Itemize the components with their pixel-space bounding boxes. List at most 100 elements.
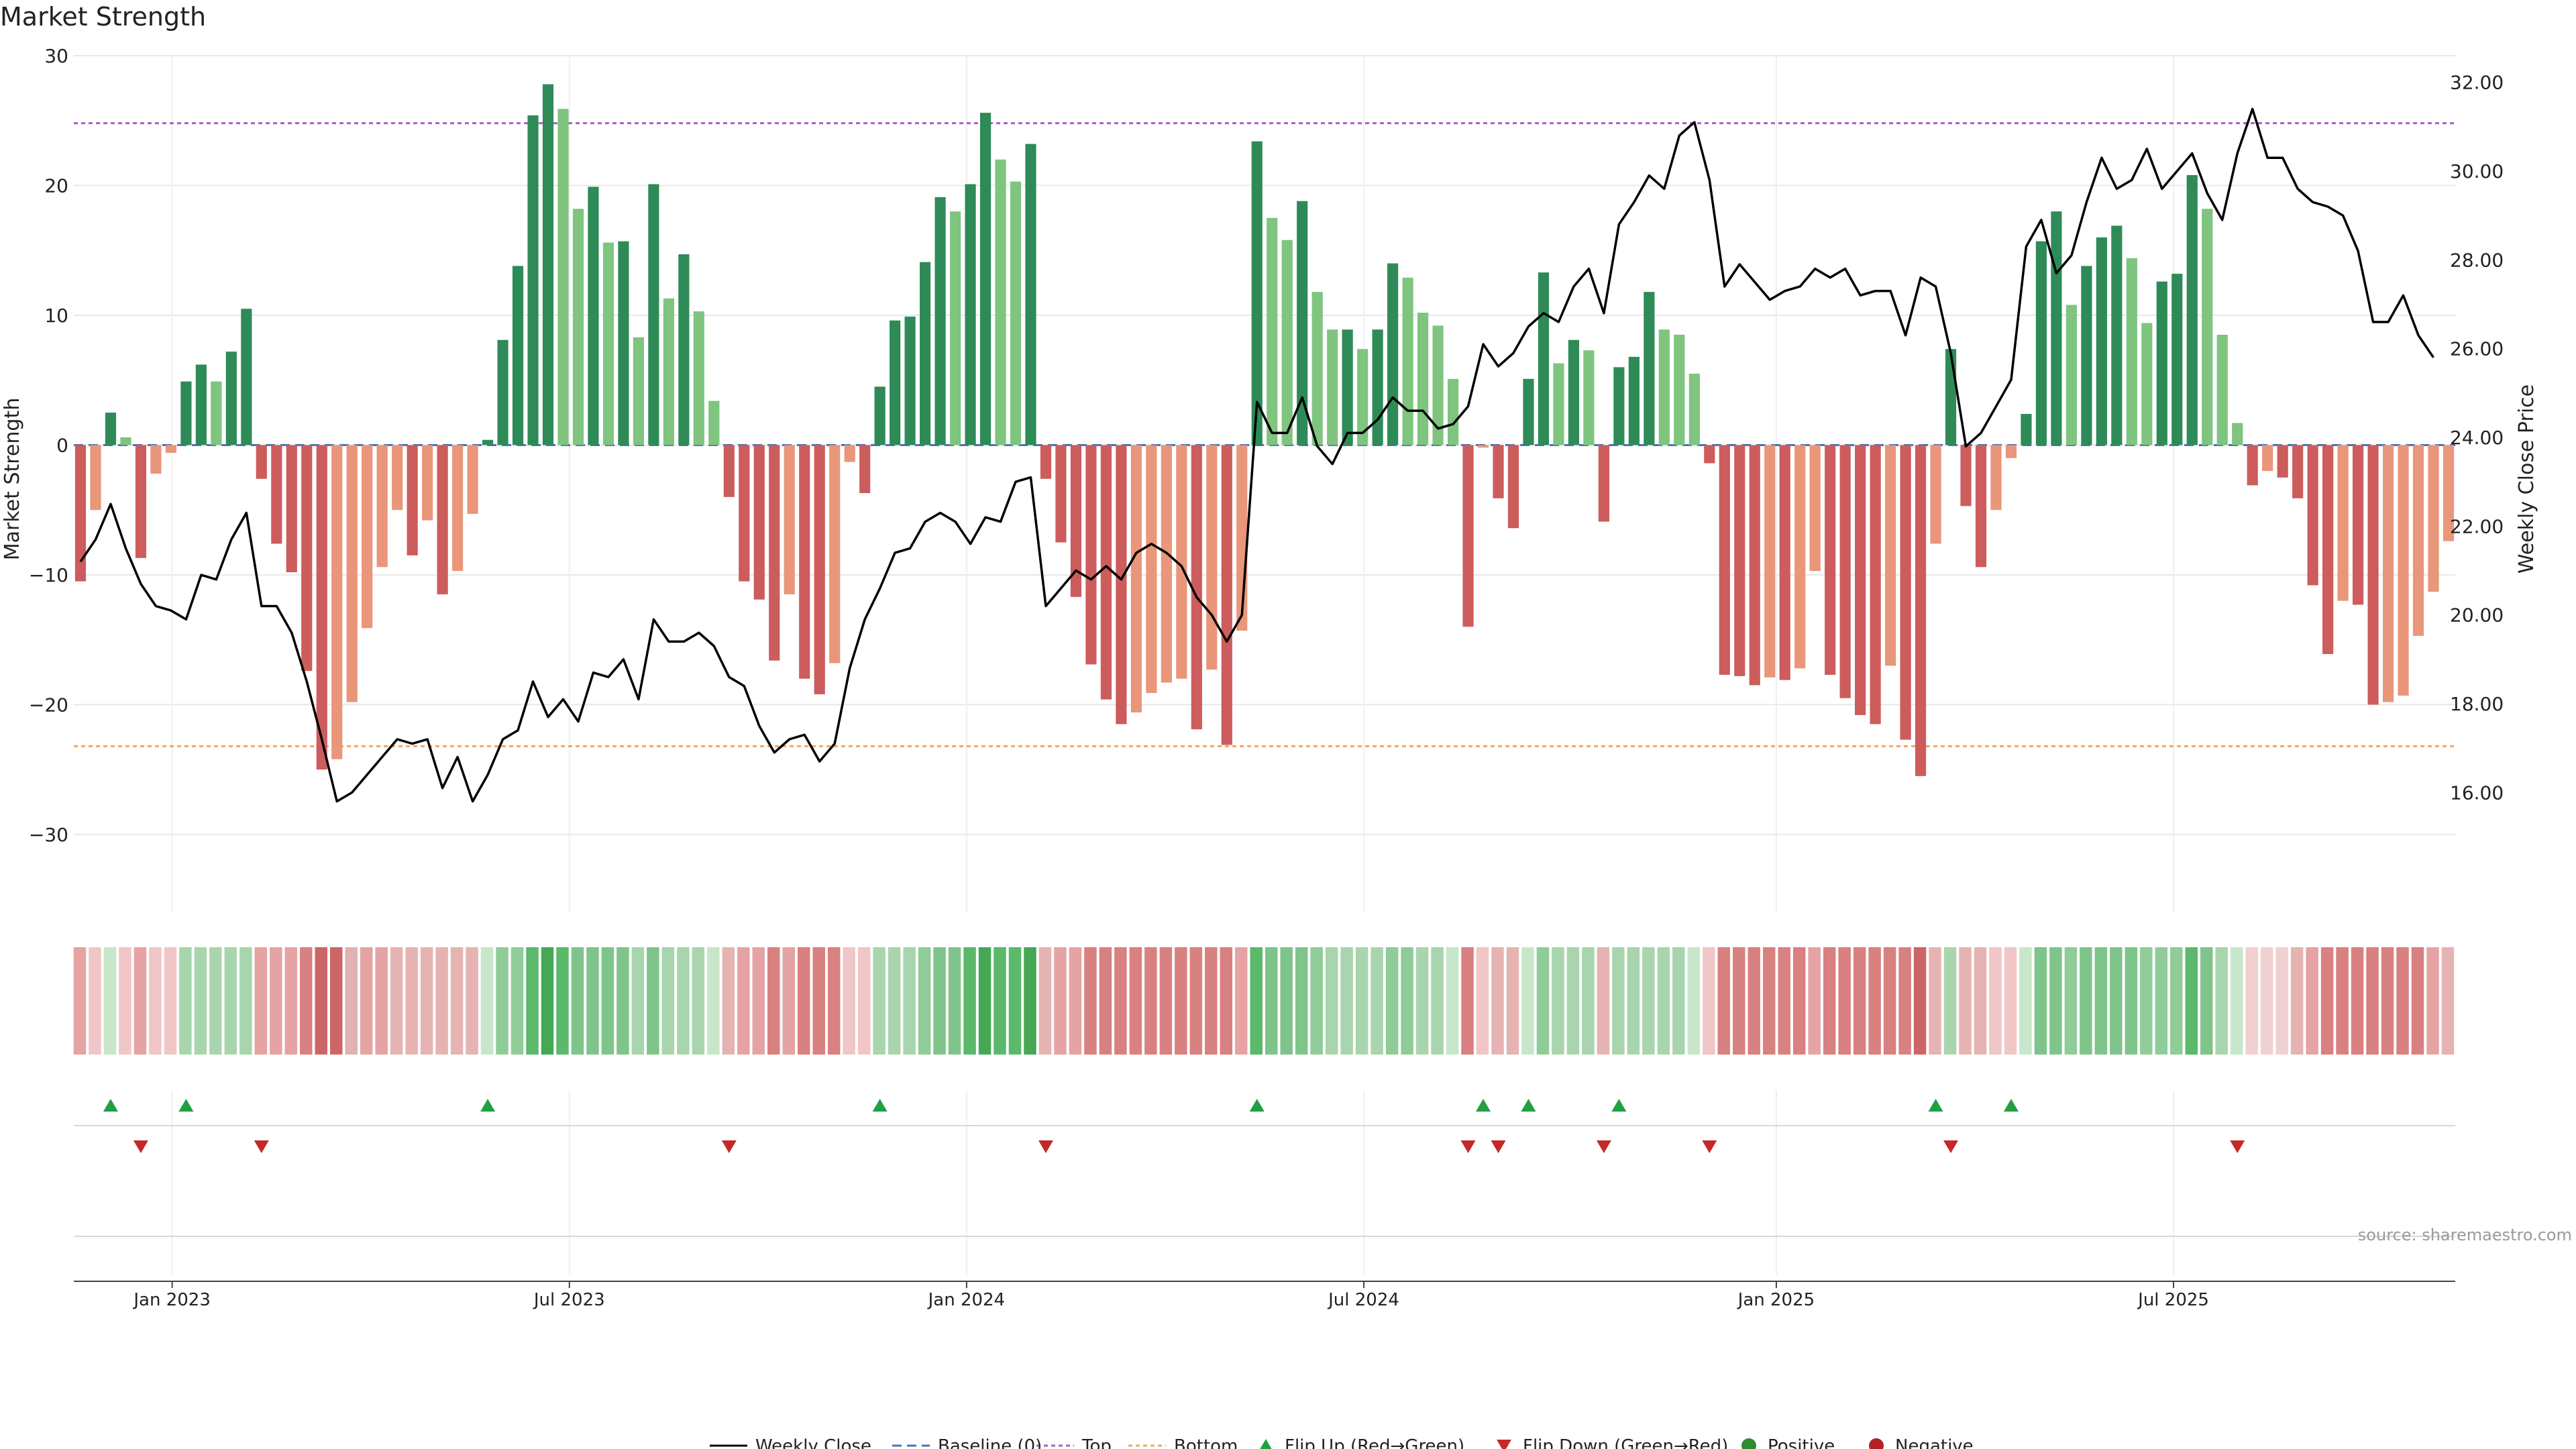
legend-label: Positive xyxy=(1768,1436,1835,1449)
strength-bar xyxy=(1825,445,1836,675)
strength-cell xyxy=(1898,947,1911,1055)
strength-bar xyxy=(346,445,358,702)
strength-bar xyxy=(1025,144,1036,445)
strength-bar xyxy=(2292,445,2304,498)
strength-bar xyxy=(572,209,584,445)
strength-bar xyxy=(2141,323,2153,445)
strength-bar xyxy=(1357,349,1368,445)
strength-bar xyxy=(1055,445,1067,543)
x-tick-label: Jul 2024 xyxy=(1327,1290,1399,1310)
strength-bar xyxy=(979,113,991,445)
strength-bar xyxy=(1493,445,1504,498)
strength-bar xyxy=(2021,414,2032,445)
strength-cell xyxy=(1974,947,1987,1055)
strength-cell xyxy=(1265,947,1278,1055)
strength-cell xyxy=(450,947,464,1055)
weekly-close-line xyxy=(79,107,2434,803)
strength-cell xyxy=(994,947,1006,1055)
strength-bar xyxy=(1975,445,1987,568)
strength-cell xyxy=(1476,947,1489,1055)
strength-bar xyxy=(934,197,946,445)
flip-down-marker xyxy=(254,1140,269,1153)
chart-title: Market Strength xyxy=(0,2,206,32)
right-tick-label: 22.00 xyxy=(2450,515,2504,537)
strength-cell xyxy=(1144,947,1157,1055)
strength-bar xyxy=(618,241,629,445)
strength-cell xyxy=(164,947,177,1055)
strength-bar xyxy=(2412,445,2424,636)
strength-cell xyxy=(511,947,524,1055)
strength-cell xyxy=(1913,947,1927,1055)
strength-bar xyxy=(135,445,147,558)
strength-cell xyxy=(1446,947,1459,1055)
strength-cell xyxy=(2320,947,2334,1055)
strength-cell xyxy=(1943,947,1957,1055)
flip-up-marker xyxy=(1249,1099,1265,1112)
strength-bar xyxy=(1161,445,1172,683)
strength-cell xyxy=(1792,947,1806,1055)
strength-bar xyxy=(105,413,117,445)
strength-bar xyxy=(1960,445,1972,506)
strength-cell xyxy=(1883,947,1896,1055)
strength-cell xyxy=(2080,947,2092,1055)
strength-cell xyxy=(1280,947,1293,1055)
strength-bar xyxy=(1447,378,1459,445)
legend-flip-down-swatch xyxy=(1497,1440,1511,1449)
strength-bar xyxy=(1900,445,1911,740)
strength-cell xyxy=(797,947,810,1055)
right-tick-label: 24.00 xyxy=(2450,427,2504,449)
strength-bar xyxy=(1251,141,1263,445)
flip-down-marker xyxy=(2230,1140,2245,1153)
legend-label: Bottom xyxy=(1174,1436,1238,1449)
strength-cell xyxy=(601,947,614,1055)
strength-cell xyxy=(737,947,750,1055)
strength-cell xyxy=(1521,947,1534,1055)
strength-heat-strip xyxy=(73,947,2455,1055)
strength-cell xyxy=(103,947,117,1055)
strength-cell xyxy=(133,947,147,1055)
strength-cell xyxy=(1114,947,1127,1055)
strength-bar xyxy=(2232,423,2243,445)
flip-up-marker xyxy=(480,1099,496,1112)
strength-bar xyxy=(784,445,795,594)
strength-cell xyxy=(1552,947,1564,1055)
strength-cell xyxy=(360,947,373,1055)
strength-cell xyxy=(405,947,418,1055)
strength-bar xyxy=(2035,241,2047,445)
right-axis-label: Weekly Close Price xyxy=(2515,384,2538,574)
strength-cell xyxy=(767,947,780,1055)
strength-cell xyxy=(1054,947,1067,1055)
strength-bar xyxy=(90,445,101,511)
strength-cell xyxy=(73,947,87,1055)
strength-bar xyxy=(1327,329,1338,445)
strength-cell xyxy=(194,947,207,1055)
strength-bar xyxy=(256,445,267,479)
flip-up-marker xyxy=(1521,1099,1536,1112)
strength-cell xyxy=(1385,947,1399,1055)
strength-cell xyxy=(149,947,162,1055)
strength-cell xyxy=(1099,947,1112,1055)
strength-cell xyxy=(1717,947,1731,1055)
strength-bar xyxy=(120,437,131,445)
strength-bar xyxy=(769,445,780,661)
right-tick-label: 32.00 xyxy=(2450,72,2504,94)
strength-cell xyxy=(903,947,916,1055)
strength-bar xyxy=(1809,445,1821,572)
strength-cell xyxy=(1838,947,1851,1055)
legend: Weekly Close Baseline (0) Top Bottom Flip Up… xyxy=(710,1436,1974,1449)
strength-bar xyxy=(2111,225,2123,445)
flip-up-marker xyxy=(1476,1099,1491,1112)
strength-cell xyxy=(2336,947,2349,1055)
strength-bar xyxy=(74,445,87,582)
strength-cell xyxy=(2411,947,2424,1055)
strength-bar xyxy=(648,184,659,445)
strength-bar xyxy=(1040,445,1052,479)
strength-cell xyxy=(1024,947,1036,1055)
strength-bar xyxy=(1915,445,1927,776)
strength-cell xyxy=(2230,947,2243,1055)
strength-bar xyxy=(2096,237,2107,445)
strength-cell xyxy=(1461,947,1474,1055)
legend-label: Flip Up (Red→Green) xyxy=(1285,1436,1464,1449)
strength-cell xyxy=(888,947,901,1055)
strength-cell xyxy=(843,947,855,1055)
